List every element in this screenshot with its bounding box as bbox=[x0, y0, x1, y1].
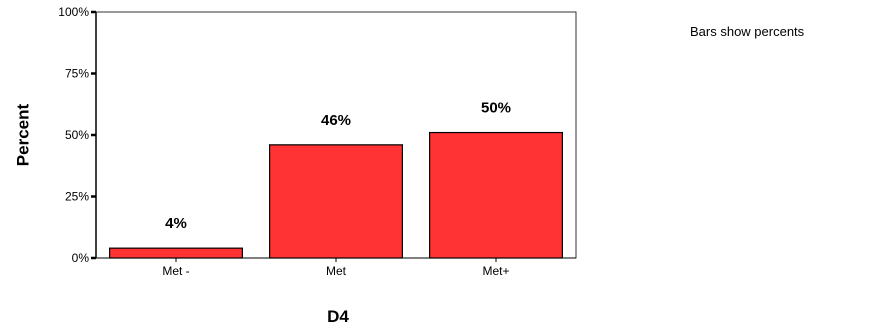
chart-note: Bars show percents bbox=[690, 24, 805, 39]
y-axis-label: Percent bbox=[13, 103, 32, 166]
data-label: 50% bbox=[481, 100, 511, 117]
bar bbox=[269, 144, 404, 259]
x-tick-label: Met - bbox=[162, 264, 189, 278]
bar bbox=[108, 247, 244, 259]
bar bbox=[429, 131, 564, 259]
bars: 4% 46% 50% bbox=[108, 100, 564, 259]
y-tick-label: 100% bbox=[58, 5, 89, 19]
data-label: 4% bbox=[165, 215, 187, 232]
x-tick-label: Met+ bbox=[482, 264, 509, 278]
x-ticks: Met - Met Met+ bbox=[162, 258, 510, 278]
x-axis-label: D4 bbox=[327, 307, 349, 326]
y-tick-label: 0% bbox=[72, 251, 90, 265]
y-tick-label: 50% bbox=[65, 128, 89, 142]
y-tick-label: 25% bbox=[65, 190, 89, 204]
y-tick-label: 75% bbox=[65, 67, 89, 81]
y-ticks: 0% 25% 50% 75% 100% bbox=[58, 5, 96, 265]
x-tick-label: Met bbox=[326, 264, 347, 278]
data-label: 46% bbox=[321, 112, 351, 129]
